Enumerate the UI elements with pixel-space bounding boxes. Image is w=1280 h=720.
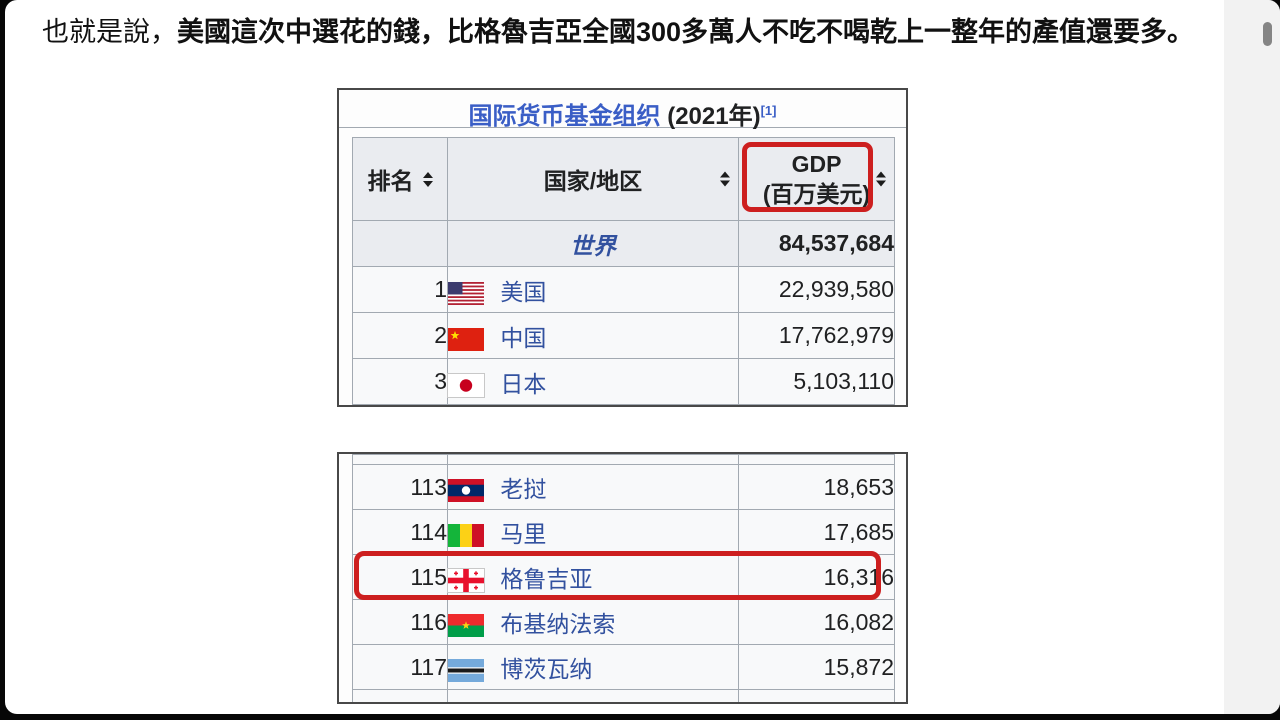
country-header-label: 国家/地区 bbox=[543, 168, 643, 194]
gdp-header-line2: (百万美元) bbox=[762, 181, 871, 207]
table-row: 113 老挝 18,653 bbox=[352, 464, 895, 510]
botswana-flag-icon bbox=[448, 659, 484, 682]
country-cell: 世界 bbox=[447, 220, 739, 267]
us-flag-icon bbox=[448, 281, 484, 305]
rank-cell bbox=[352, 220, 448, 267]
sort-header-gdp[interactable]: GDP (百万美元) bbox=[738, 137, 895, 221]
country-cell: 博茨瓦纳 bbox=[447, 644, 739, 690]
gdp-cell: 16,082 bbox=[738, 599, 895, 645]
rank-cell: 113 bbox=[352, 464, 448, 510]
gdp-cell: 17,762,979 bbox=[738, 312, 895, 359]
country-link[interactable]: 格鲁吉亚 bbox=[500, 566, 593, 592]
headline: 也就是說，美國這次中選花的錢，比格魯吉亞全國300多萬人不吃不喝乾上一整年的產值… bbox=[42, 14, 1212, 51]
burkina-faso-flag-icon bbox=[448, 614, 484, 637]
country-cell: 美国 bbox=[447, 266, 739, 313]
gdp-header-line1: GDP bbox=[791, 151, 842, 177]
caption-year: (2021年) bbox=[660, 103, 761, 130]
header-row: 排名 国家/地区 GDP (百万美元) bbox=[352, 137, 895, 221]
country-link[interactable]: 博茨瓦纳 bbox=[500, 656, 593, 682]
world-row: 世界 84,537,684 bbox=[352, 220, 895, 267]
laos-flag-icon bbox=[448, 479, 484, 502]
gdp-cell: 15,872 bbox=[738, 644, 895, 690]
page-card: 也就是說，美國這次中選花的錢，比格魯吉亞全國300多萬人不吃不喝乾上一整年的產值… bbox=[5, 0, 1280, 714]
rank-header-label: 排名 bbox=[367, 168, 414, 194]
rank-cell: 117 bbox=[352, 644, 448, 690]
headline-emphasis: 美國這次中選花的錢，比格魯吉亞全國300多萬人不吃不喝乾上一整年的產值還要多。 bbox=[177, 17, 1195, 47]
table-row: 3 日本 5,103,110 bbox=[352, 358, 895, 405]
table-row: 1 美国 22,939,580 bbox=[352, 266, 895, 313]
mali-flag-icon bbox=[448, 524, 484, 547]
imf-link[interactable]: 国际货币基金组织 bbox=[468, 103, 661, 130]
rank-cell: 115 bbox=[352, 554, 448, 600]
gdp-cell: 18,653 bbox=[738, 464, 895, 510]
partial-row-bottom bbox=[352, 689, 895, 702]
table-row-georgia: 115 格鲁吉亚 16,316 bbox=[352, 554, 895, 600]
gdp-ranking-table: 排名 国家/地区 GDP (百万美元) bbox=[352, 137, 895, 405]
table-row: 117 博茨瓦纳 15,872 bbox=[352, 644, 895, 690]
country-link[interactable]: 马里 bbox=[500, 521, 547, 547]
lower-gdp-table-figure: 113 老挝 18,653 114 马里 17,685 11 bbox=[337, 452, 908, 704]
scrollbar-track[interactable] bbox=[1224, 0, 1280, 714]
headline-lead: 也就是說， bbox=[42, 17, 177, 47]
rank-cell: 1 bbox=[352, 266, 448, 313]
scrollbar-thumb[interactable] bbox=[1263, 22, 1272, 46]
world-link[interactable]: 世界 bbox=[570, 232, 616, 259]
country-cell: 布基纳法索 bbox=[447, 599, 739, 645]
country-link[interactable]: 老挝 bbox=[500, 476, 547, 502]
gdp-cell: 5,103,110 bbox=[738, 358, 895, 405]
imf-gdp-table-figure: 国际货币基金组织 (2021年)[1] 排名 国家/地区 bbox=[337, 88, 908, 407]
country-cell: 中国 bbox=[447, 312, 739, 359]
sort-icon bbox=[876, 171, 886, 187]
table-caption: 国际货币基金组织 (2021年)[1] bbox=[339, 90, 906, 130]
country-cell: 格鲁吉亚 bbox=[447, 554, 739, 600]
country-link[interactable]: 布基纳法索 bbox=[500, 611, 616, 637]
table-row: 2 中国 17,762,979 bbox=[352, 312, 895, 359]
rank-cell: 114 bbox=[352, 509, 448, 555]
sort-icon bbox=[422, 171, 433, 187]
gdp-cell: 84,537,684 bbox=[738, 220, 895, 267]
country-link[interactable]: 美国 bbox=[500, 278, 547, 305]
gdp-cell: 16,316 bbox=[738, 554, 895, 600]
table-row: 114 马里 17,685 bbox=[352, 509, 895, 555]
partial-row-top bbox=[352, 454, 895, 465]
country-cell: 马里 bbox=[447, 509, 739, 555]
gdp-ranking-table-lower: 113 老挝 18,653 114 马里 17,685 11 bbox=[352, 454, 895, 702]
georgia-flag-icon bbox=[447, 568, 485, 593]
table-row: 116 布基纳法索 16,082 bbox=[352, 599, 895, 645]
sort-icon bbox=[720, 171, 730, 187]
rank-cell: 3 bbox=[352, 358, 448, 405]
japan-flag-icon bbox=[447, 372, 485, 398]
country-link[interactable]: 中国 bbox=[500, 324, 547, 351]
reference-link[interactable]: [1] bbox=[760, 103, 777, 118]
rank-cell: 2 bbox=[352, 312, 448, 359]
sort-header-rank[interactable]: 排名 bbox=[352, 137, 448, 221]
sort-header-country[interactable]: 国家/地区 bbox=[447, 137, 739, 221]
country-cell: 日本 bbox=[447, 358, 739, 405]
gdp-cell: 22,939,580 bbox=[738, 266, 895, 313]
gdp-cell: 17,685 bbox=[738, 509, 895, 555]
china-flag-icon bbox=[448, 327, 484, 351]
rank-cell: 116 bbox=[352, 599, 448, 645]
country-link[interactable]: 日本 bbox=[500, 370, 547, 397]
country-cell: 老挝 bbox=[447, 464, 739, 510]
